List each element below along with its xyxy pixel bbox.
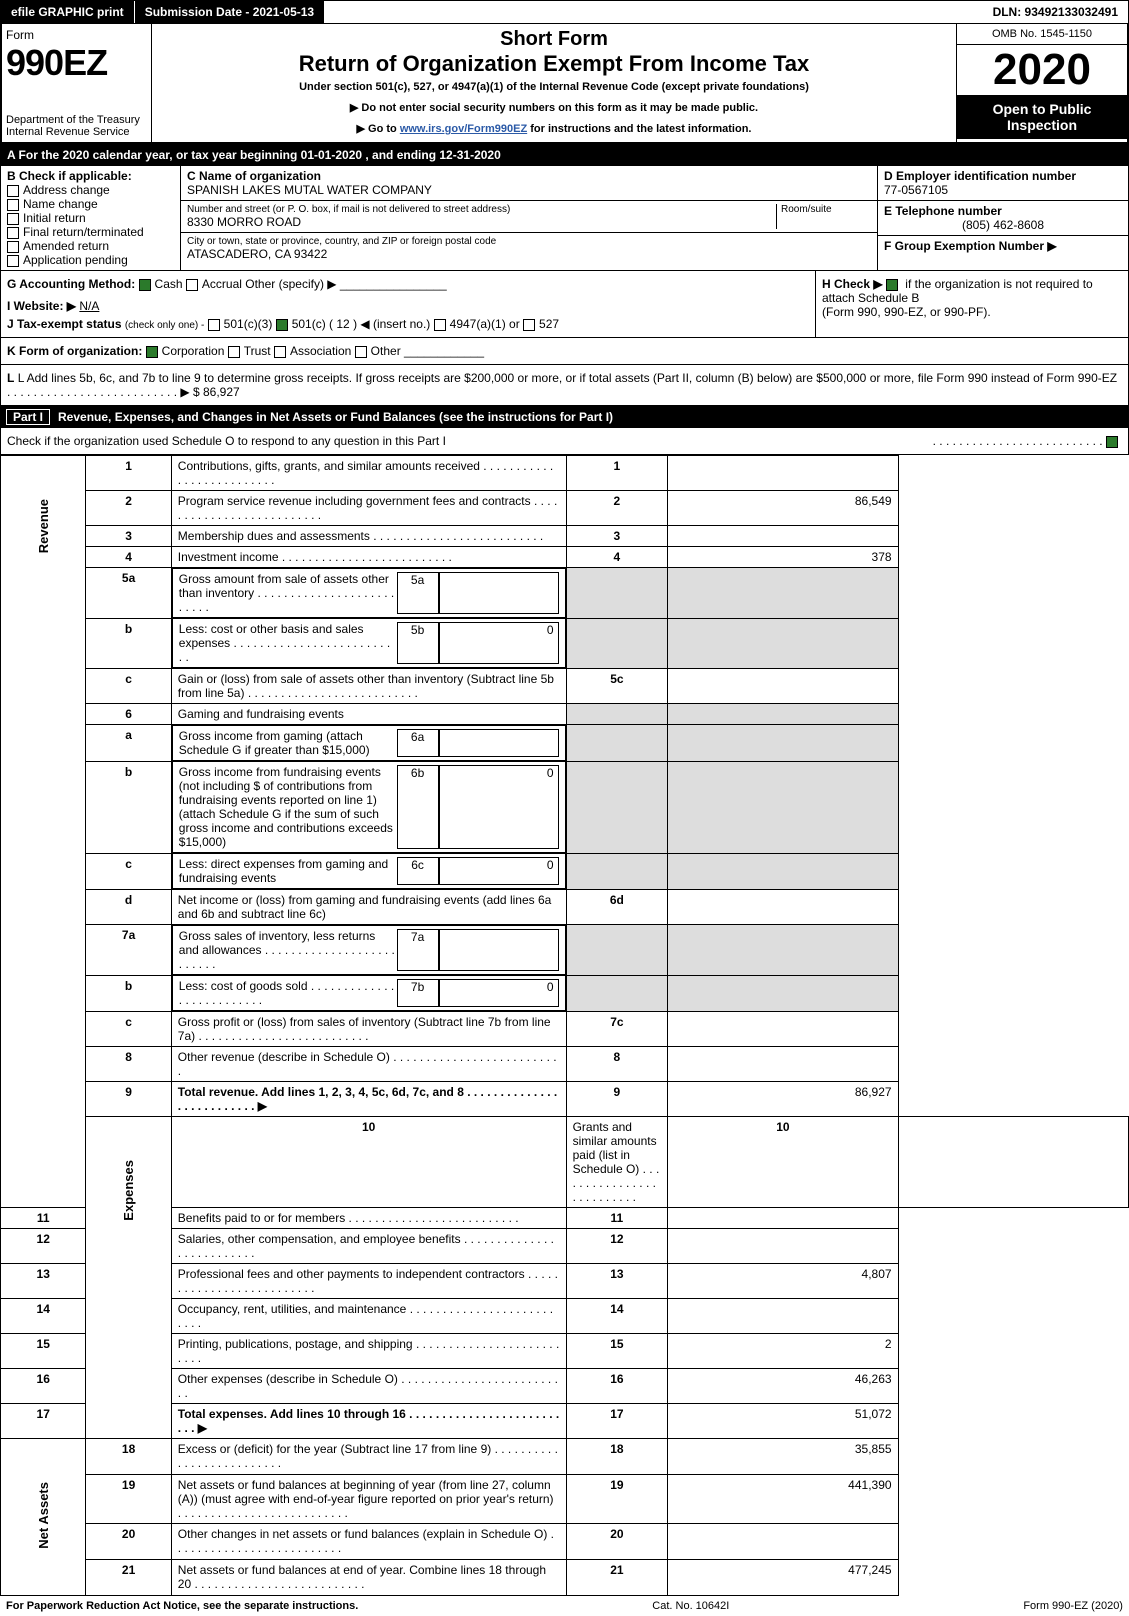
b-opt-1: Name change xyxy=(23,197,98,211)
org-name: SPANISH LAKES MUTAL WATER COMPANY xyxy=(187,183,871,197)
part1-badge: Part I xyxy=(6,409,50,425)
cb-address[interactable] xyxy=(7,185,19,197)
main-title: Return of Organization Exempt From Incom… xyxy=(156,51,952,77)
g-other: Other (specify) ▶ xyxy=(245,277,336,291)
part1-title: Revenue, Expenses, and Changes in Net As… xyxy=(58,410,613,424)
part1-header: Part I Revenue, Expenses, and Changes in… xyxy=(0,406,1129,428)
g-cash: Cash xyxy=(155,277,183,291)
dln-label: DLN: 93492133032491 xyxy=(983,1,1128,23)
org-info-grid: B Check if applicable: Address change Na… xyxy=(0,166,1129,271)
cb-trust[interactable] xyxy=(228,346,240,358)
efile-print-button[interactable]: efile GRAPHIC print xyxy=(1,1,135,23)
cb-initial[interactable] xyxy=(7,213,19,225)
phone-value: (805) 462-8608 xyxy=(884,218,1122,232)
subtitle: Under section 501(c), 527, or 4947(a)(1)… xyxy=(156,81,952,93)
b-opt-5: Application pending xyxy=(23,253,128,267)
cb-final[interactable] xyxy=(7,227,19,239)
l-row: L L Add lines 5b, 6c, and 7b to line 9 t… xyxy=(0,365,1129,406)
k-row: K Form of organization: Corporation Trus… xyxy=(0,338,1129,365)
cb-name[interactable] xyxy=(7,199,19,211)
ein-value: 77-0567105 xyxy=(884,183,1122,197)
cb-501c3[interactable] xyxy=(208,319,220,331)
form-number: 990EZ xyxy=(6,42,147,84)
j-o3: 4947(a)(1) or xyxy=(450,317,520,331)
cb-cash[interactable] xyxy=(139,279,151,291)
part1-check-row: Check if the organization used Schedule … xyxy=(0,428,1129,455)
d-label: D Employer identification number xyxy=(884,169,1122,183)
open-public: Open to Public xyxy=(993,101,1092,117)
cb-pending[interactable] xyxy=(7,255,19,267)
g-h-row: G Accounting Method: Cash Accrual Other … xyxy=(0,271,1129,338)
top-bar: efile GRAPHIC print Submission Date - 20… xyxy=(0,0,1129,24)
form-word: Form xyxy=(6,28,34,42)
submission-date-badge: Submission Date - 2021-05-13 xyxy=(135,1,324,23)
i-label: I Website: ▶ xyxy=(7,299,76,313)
city-value: ATASCADERO, CA 93422 xyxy=(187,247,871,261)
goto-note: ▶ Go to www.irs.gov/Form990EZ for instru… xyxy=(156,122,952,135)
cb-corp[interactable] xyxy=(146,346,158,358)
form-header: Form 990EZ Department of the Treasury In… xyxy=(0,24,1129,144)
cb-other-org[interactable] xyxy=(355,346,367,358)
j-o2: 501(c) ( 12 ) ◀ (insert no.) xyxy=(292,317,431,331)
c-name-label: C Name of organization xyxy=(187,169,871,183)
j-o4: 527 xyxy=(539,317,559,331)
j-label: J Tax-exempt status xyxy=(7,317,122,331)
cb-527[interactable] xyxy=(523,319,535,331)
goto-post: for instructions and the latest informat… xyxy=(530,123,751,135)
f-label: F Group Exemption Number ▶ xyxy=(884,239,1122,253)
g-label: G Accounting Method: xyxy=(7,277,135,291)
street-label: Number and street (or P. O. box, if mail… xyxy=(187,204,776,215)
irs-label: Internal Revenue Service xyxy=(6,126,147,138)
cb-schedule-o[interactable] xyxy=(1106,436,1118,448)
inspection: Inspection xyxy=(1007,117,1077,133)
part1-check-text: Check if the organization used Schedule … xyxy=(7,434,446,448)
tax-year: 2020 xyxy=(957,45,1127,95)
page-footer: For Paperwork Reduction Act Notice, see … xyxy=(0,1596,1129,1616)
omb-number: OMB No. 1545-1150 xyxy=(957,24,1127,45)
cb-amended[interactable] xyxy=(7,241,19,253)
goto-pre: ▶ Go to xyxy=(357,123,400,135)
cb-4947[interactable] xyxy=(434,319,446,331)
cb-assoc[interactable] xyxy=(274,346,286,358)
dept-label: Department of the Treasury xyxy=(6,114,147,126)
h-sub: (Form 990, 990-EZ, or 990-PF). xyxy=(822,305,991,319)
room-label: Room/suite xyxy=(776,204,871,229)
footer-mid: Cat. No. 10642I xyxy=(652,1600,729,1612)
h-pre: H Check ▶ xyxy=(822,277,883,291)
b-opt-4: Amended return xyxy=(23,239,109,253)
l-text: L Add lines 5b, 6c, and 7b to line 9 to … xyxy=(18,371,1117,385)
short-form-title: Short Form xyxy=(156,28,952,51)
ssn-note: ▶ Do not enter social security numbers o… xyxy=(156,101,952,114)
cb-accrual[interactable] xyxy=(186,279,198,291)
b-opt-3: Final return/terminated xyxy=(23,225,144,239)
l-val: 86,927 xyxy=(203,385,240,399)
cb-h[interactable] xyxy=(886,279,898,291)
g-accrual: Accrual xyxy=(202,277,242,291)
k-label: K Form of organization: xyxy=(7,344,142,358)
b-label: B Check if applicable: xyxy=(7,169,174,183)
footer-left: For Paperwork Reduction Act Notice, see … xyxy=(6,1600,358,1612)
k-o3: Association xyxy=(290,344,351,358)
k-o1: Corporation xyxy=(162,344,225,358)
part1-table: Revenue1Contributions, gifts, grants, an… xyxy=(0,455,1129,1596)
j-sub: (check only one) - xyxy=(125,320,204,331)
k-o4: Other xyxy=(371,344,401,358)
city-label: City or town, state or province, country… xyxy=(187,236,871,247)
b-opt-0: Address change xyxy=(23,183,110,197)
e-label: E Telephone number xyxy=(884,204,1122,218)
k-o2: Trust xyxy=(244,344,271,358)
open-inspection-badge: Open to Public Inspection xyxy=(957,95,1127,139)
b-opt-2: Initial return xyxy=(23,211,86,225)
j-o1: 501(c)(3) xyxy=(224,317,273,331)
street-value: 8330 MORRO ROAD xyxy=(187,215,776,229)
l-arrow: ▶ $ xyxy=(180,385,199,399)
line-a-period: A For the 2020 calendar year, or tax yea… xyxy=(0,144,1129,166)
cb-501c[interactable] xyxy=(276,319,288,331)
footer-right: Form 990-EZ (2020) xyxy=(1023,1600,1123,1612)
irs-link[interactable]: www.irs.gov/Form990EZ xyxy=(400,123,527,135)
website-value: N/A xyxy=(79,299,99,313)
